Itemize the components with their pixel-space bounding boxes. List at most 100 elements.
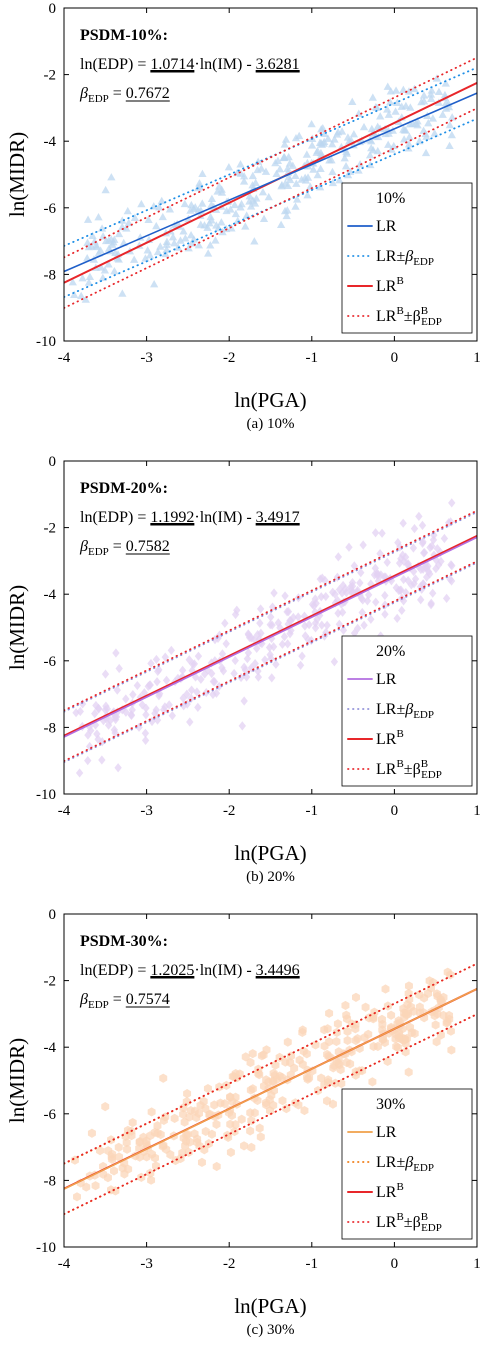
scatter-point (330, 657, 339, 667)
scatter-point (193, 1134, 202, 1144)
scatter-point (107, 173, 116, 181)
scatter-point (332, 1036, 341, 1047)
x-tick-label: -3 (140, 1256, 153, 1272)
scatter-point (282, 1103, 291, 1114)
x-tick-label: -4 (58, 1256, 71, 1272)
scatter-point (316, 164, 325, 173)
scatter-point (254, 672, 263, 682)
scatter-point (328, 140, 337, 148)
scatter-point (276, 220, 286, 228)
scatter-point (399, 574, 408, 585)
scatter-point (422, 572, 431, 582)
scatter-point (94, 213, 103, 221)
scatter-point (352, 992, 360, 1002)
scatter-point (328, 167, 337, 176)
y-tick-label: -2 (44, 68, 57, 84)
scatter-point (182, 1130, 191, 1140)
scatter-point (179, 227, 188, 235)
intercept-value: 3.4496 (256, 962, 300, 979)
scatter-point (99, 716, 108, 726)
scatter-point (438, 110, 447, 118)
y-tick-label: -2 (44, 521, 57, 537)
scatter-point (207, 1129, 216, 1139)
scatter-point (212, 1161, 221, 1172)
y-tick-label: -6 (44, 201, 57, 217)
scatter-point (391, 107, 400, 115)
scatter-point (162, 675, 171, 686)
scatter-point (417, 595, 425, 605)
scatter-point (378, 528, 386, 538)
scatter-point (323, 1096, 331, 1106)
scatter-point (434, 87, 444, 96)
intercept-value: 3.4917 (256, 509, 300, 526)
psdm-title: PSDM-30%: (80, 933, 168, 950)
scatter-point (226, 1119, 235, 1129)
scatter-point (278, 1096, 287, 1106)
scatter-point (250, 199, 260, 207)
scatter-point (158, 1141, 167, 1151)
scatter-point (162, 240, 171, 248)
scatter-point (104, 236, 113, 244)
scatter-point (291, 202, 300, 210)
scatter-point (182, 1097, 191, 1107)
scatter-point (228, 1071, 237, 1082)
scatter-point (237, 1114, 246, 1124)
x-tick-label: -1 (306, 803, 319, 819)
scatter-point (397, 585, 405, 595)
scatter-point (200, 221, 209, 229)
legend-title: 10% (376, 190, 405, 207)
scatter-point (240, 696, 248, 706)
scatter-point (246, 1126, 255, 1136)
chart-panel-20: -4 -3 -2 -1 0 1 -10 -8 -6 -4 -2 0 ln(PGA) ln(MIDR) (b)… (0, 453, 483, 906)
scatter-point (200, 1145, 209, 1155)
plot-frame (63, 913, 478, 1248)
scatter-point (427, 94, 436, 102)
beta-equation: βEDP = 0.7582 (79, 538, 170, 558)
scatter-point (194, 240, 204, 249)
scatter-point (281, 591, 289, 601)
scatter-point (114, 1142, 123, 1152)
scatter-point (83, 254, 92, 262)
scatter-point (348, 97, 357, 105)
scatter-point (361, 1002, 370, 1012)
scatter-point (445, 120, 454, 129)
scatter-point (415, 511, 423, 521)
scatter-point (259, 1081, 268, 1091)
scatter-point (226, 1092, 235, 1102)
scatter-point (73, 1192, 81, 1202)
x-tick-label: 1 (473, 803, 481, 819)
scatter-point (399, 85, 408, 94)
scatter-point (242, 211, 251, 219)
plot-frame (63, 7, 478, 342)
scatter-point (427, 598, 435, 608)
lrb-line (64, 534, 477, 737)
y-tick-label: -10 (36, 1240, 56, 1256)
scatter-point (84, 755, 92, 766)
scatter-point (283, 164, 292, 172)
scatter-point (118, 1163, 127, 1173)
scatter-point (238, 721, 246, 731)
y-tick-label: -8 (44, 720, 57, 736)
scatter-point (328, 178, 338, 187)
scatter-point (318, 123, 327, 132)
legend-box (341, 1088, 473, 1240)
scatter-point (441, 79, 450, 87)
scatter-point (271, 1060, 280, 1070)
scatter-point (311, 618, 320, 628)
scatter-point (245, 192, 254, 200)
scatter-point (128, 705, 136, 715)
scatter-point (84, 242, 94, 251)
scatter-point (376, 549, 384, 559)
scatter-point (170, 239, 179, 247)
legend-lr-band-label: LR±βEDP (376, 248, 434, 268)
panel-caption: (c) 30% (247, 1322, 295, 1338)
scatter-point (158, 212, 167, 221)
scatter-point (245, 197, 254, 205)
scatter-point (317, 1073, 326, 1083)
scatter-point (130, 255, 139, 263)
scatter-point (343, 1014, 352, 1024)
x-tick-label: -4 (58, 803, 71, 819)
y-tick-label: -10 (36, 787, 56, 803)
beta-value: 0.7582 (126, 538, 170, 555)
scatter-point (413, 117, 422, 125)
